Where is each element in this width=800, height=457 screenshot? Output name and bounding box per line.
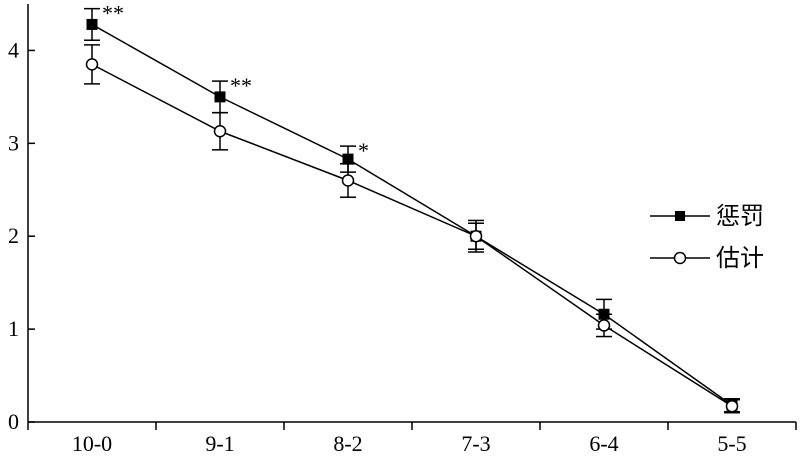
data-point-circle [725,399,739,413]
x-axis-ticks: 10-0 9-1 8-2 7-3 6-4 5-5 [27,422,797,456]
legend-label: 惩罚 [716,203,764,230]
series-layer [84,7,740,414]
y-axis-ticks: 0 1 2 3 4 [8,37,35,434]
x-tick-label: 8-2 [333,431,362,452]
x-tick-label: 6-4 [589,431,618,452]
data-point-square [86,18,98,30]
data-point-circle [469,229,483,243]
data-point-circle [341,174,355,187]
y-tick-label: 0 [8,409,19,434]
data-point-square [342,153,354,165]
x-tick-label: 9-1 [205,431,234,452]
significance-annotations: ***** [102,1,369,163]
data-point-square [214,91,226,103]
series-2 [84,44,740,414]
y-tick-label: 1 [8,316,19,341]
legend-circle-marker [673,251,687,265]
legend-item: 估计 [650,245,764,272]
x-tick-label: 10-0 [72,431,112,452]
significance-annotation: ** [102,1,124,26]
x-tick-label: 5-5 [717,431,746,452]
significance-annotation: ** [230,73,252,98]
data-point-circle [85,58,99,71]
significance-annotation: * [358,138,369,163]
legend-item: 惩罚 [650,203,764,230]
y-tick-label: 4 [8,37,19,62]
legend-square-marker [675,211,685,221]
series-line [91,63,733,407]
y-tick-label: 2 [8,223,19,248]
data-point-circle [597,319,611,332]
y-tick-label: 3 [8,130,19,155]
x-tick-label: 7-3 [461,431,490,452]
series-line [91,23,733,406]
data-point-circle [213,125,227,138]
series-1 [84,7,740,413]
legend-label: 估计 [716,245,764,272]
